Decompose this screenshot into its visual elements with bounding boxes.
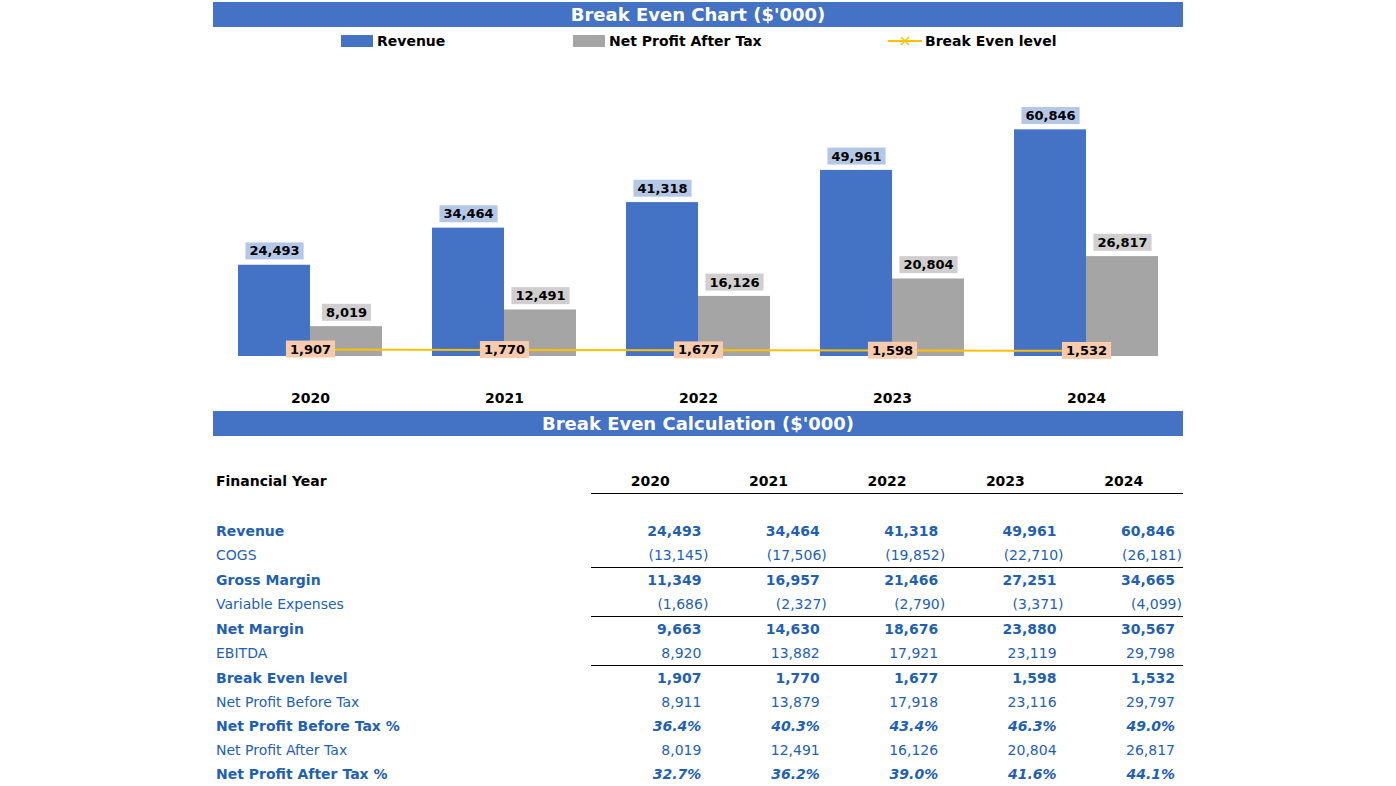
- html-text:Net Profit After Tax %: Net Profit After Tax %: [216, 766, 388, 782]
- html-text:(1,686): (1,686): [657, 596, 709, 612]
- html-text:18,676: 18,676: [884, 621, 939, 637]
- html-text:1,907: 1,907: [657, 670, 702, 686]
- svg-text:2023: 2023: [873, 390, 912, 406]
- svg-text:2024: 2024: [1067, 390, 1106, 406]
- html-text:Break Even Calculation ($'000): Break Even Calculation ($'000): [541, 413, 855, 434]
- html-text:1,532: 1,532: [1130, 670, 1175, 686]
- svg-text:60,846: 60,846: [1025, 108, 1075, 123]
- html-text:17,921: 17,921: [889, 645, 939, 661]
- html-text:Net Profit Before Tax: Net Profit Before Tax: [216, 694, 360, 710]
- html-text:(2,790): (2,790): [894, 596, 946, 612]
- svg-text:1,770: 1,770: [484, 342, 525, 357]
- svg-text:1,907: 1,907: [290, 342, 331, 357]
- svg-text:41,318: 41,318: [637, 181, 687, 196]
- html-text:8,920: 8,920: [661, 645, 702, 661]
- html-text:9,663: 9,663: [657, 621, 702, 637]
- html-text:40.3%: 40.3%: [771, 718, 820, 734]
- html-text:23,119: 23,119: [1007, 645, 1057, 661]
- html-text:(13,145): (13,145): [648, 547, 709, 563]
- html-text:Net Profit After Tax: Net Profit After Tax: [609, 33, 762, 49]
- html-text:COGS: COGS: [216, 547, 257, 564]
- svg-text:34,464: 34,464: [443, 206, 493, 221]
- html-text:8,019: 8,019: [661, 742, 702, 758]
- html-text:27,251: 27,251: [1002, 572, 1057, 588]
- html-text:(26,181): (26,181): [1122, 547, 1182, 563]
- html-text:11,349: 11,349: [647, 572, 702, 588]
- html-text:16,957: 16,957: [765, 572, 820, 588]
- html-text:13,882: 13,882: [770, 645, 820, 661]
- html-text:46.3%: 46.3%: [1008, 718, 1057, 734]
- svg-text:26,817: 26,817: [1097, 235, 1147, 250]
- html-text:49,961: 49,961: [1002, 523, 1057, 539]
- html-text:(19,852): (19,852): [885, 547, 946, 563]
- html-text:32.7%: 32.7%: [652, 766, 702, 782]
- html-text:(17,506): (17,506): [766, 547, 827, 563]
- html-text:EBITDA: EBITDA: [216, 645, 268, 662]
- html-text:24,493: 24,493: [647, 523, 702, 539]
- html-text:36.2%: 36.2%: [771, 766, 820, 782]
- svg-text:2020: 2020: [291, 390, 330, 406]
- html-text:29,798: 29,798: [1126, 645, 1175, 661]
- svg-text:1,532: 1,532: [1066, 343, 1107, 358]
- html-text:Financial Year: Financial Year: [216, 473, 327, 490]
- html-text:8,911: 8,911: [661, 694, 702, 710]
- html-text:Gross Margin: Gross Margin: [216, 571, 321, 588]
- html-text:Net Profit Before Tax %: Net Profit Before Tax %: [216, 718, 400, 734]
- html-text:26,817: 26,817: [1126, 742, 1175, 758]
- html-text:44.1%: 44.1%: [1126, 766, 1175, 782]
- html-text:Revenue: Revenue: [377, 33, 446, 49]
- svg-text:2022: 2022: [679, 390, 718, 406]
- html-text:Revenue: Revenue: [216, 523, 285, 539]
- html-text:41,318: 41,318: [884, 523, 939, 539]
- html-text:29,797: 29,797: [1126, 694, 1175, 710]
- html-text:1,770: 1,770: [775, 670, 820, 686]
- html-text:17,918: 17,918: [889, 694, 939, 710]
- html-text:34,464: 34,464: [765, 523, 820, 539]
- html-text:Variable Expenses: Variable Expenses: [216, 596, 344, 613]
- html-text:1,677: 1,677: [893, 670, 939, 686]
- html-text:2020: 2020: [630, 473, 670, 489]
- html-text:13,879: 13,879: [770, 694, 820, 710]
- html-text:30,567: 30,567: [1121, 621, 1175, 637]
- svg-text:49,961: 49,961: [831, 149, 881, 164]
- html-text:Break Even level: Break Even level: [925, 33, 1057, 49]
- html-text:60,846: 60,846: [1121, 523, 1175, 539]
- html-text:(3,371): (3,371): [1012, 596, 1064, 612]
- html-text:Break Even level: Break Even level: [216, 669, 348, 686]
- svg-text:1,598: 1,598: [872, 343, 913, 358]
- html-text:41.6%: 41.6%: [1008, 766, 1057, 782]
- html-text:23,880: 23,880: [1002, 621, 1057, 637]
- html-text:2022: 2022: [867, 473, 907, 489]
- svg-text:1,677: 1,677: [678, 342, 719, 357]
- html-text:23,116: 23,116: [1007, 694, 1057, 710]
- html-text:49.0%: 49.0%: [1126, 718, 1175, 734]
- html-text:21,466: 21,466: [884, 572, 939, 588]
- html-text:Net Profit After Tax: Net Profit After Tax: [216, 742, 348, 758]
- html-text:(4,099): (4,099): [1131, 596, 1182, 612]
- html-text:1,598: 1,598: [1012, 670, 1057, 686]
- svg-text:20,804: 20,804: [903, 257, 953, 272]
- html-text:16,126: 16,126: [889, 742, 939, 758]
- html-text:(22,710): (22,710): [1003, 547, 1064, 563]
- html-text:20,804: 20,804: [1007, 742, 1057, 758]
- svg-text:16,126: 16,126: [709, 275, 759, 290]
- svg-text:8,019: 8,019: [326, 305, 367, 320]
- html-text:2021: 2021: [749, 473, 789, 489]
- svg-text:24,493: 24,493: [249, 243, 299, 258]
- svg-text:12,491: 12,491: [515, 288, 565, 303]
- html-text:39.0%: 39.0%: [889, 766, 939, 782]
- html-text:36.4%: 36.4%: [652, 718, 702, 734]
- html-text:43.4%: 43.4%: [889, 718, 939, 734]
- html-text:2024: 2024: [1104, 473, 1144, 489]
- html-text:Net Margin: Net Margin: [216, 620, 304, 637]
- html-text:2023: 2023: [985, 473, 1025, 489]
- svg-text:2021: 2021: [485, 390, 524, 406]
- html-text:(2,327): (2,327): [775, 596, 827, 612]
- html-text:34,665: 34,665: [1121, 572, 1175, 588]
- html-text:Break Even Chart ($'000): Break Even Chart ($'000): [570, 4, 826, 25]
- html-text:14,630: 14,630: [765, 621, 820, 637]
- html-text:12,491: 12,491: [770, 742, 820, 758]
